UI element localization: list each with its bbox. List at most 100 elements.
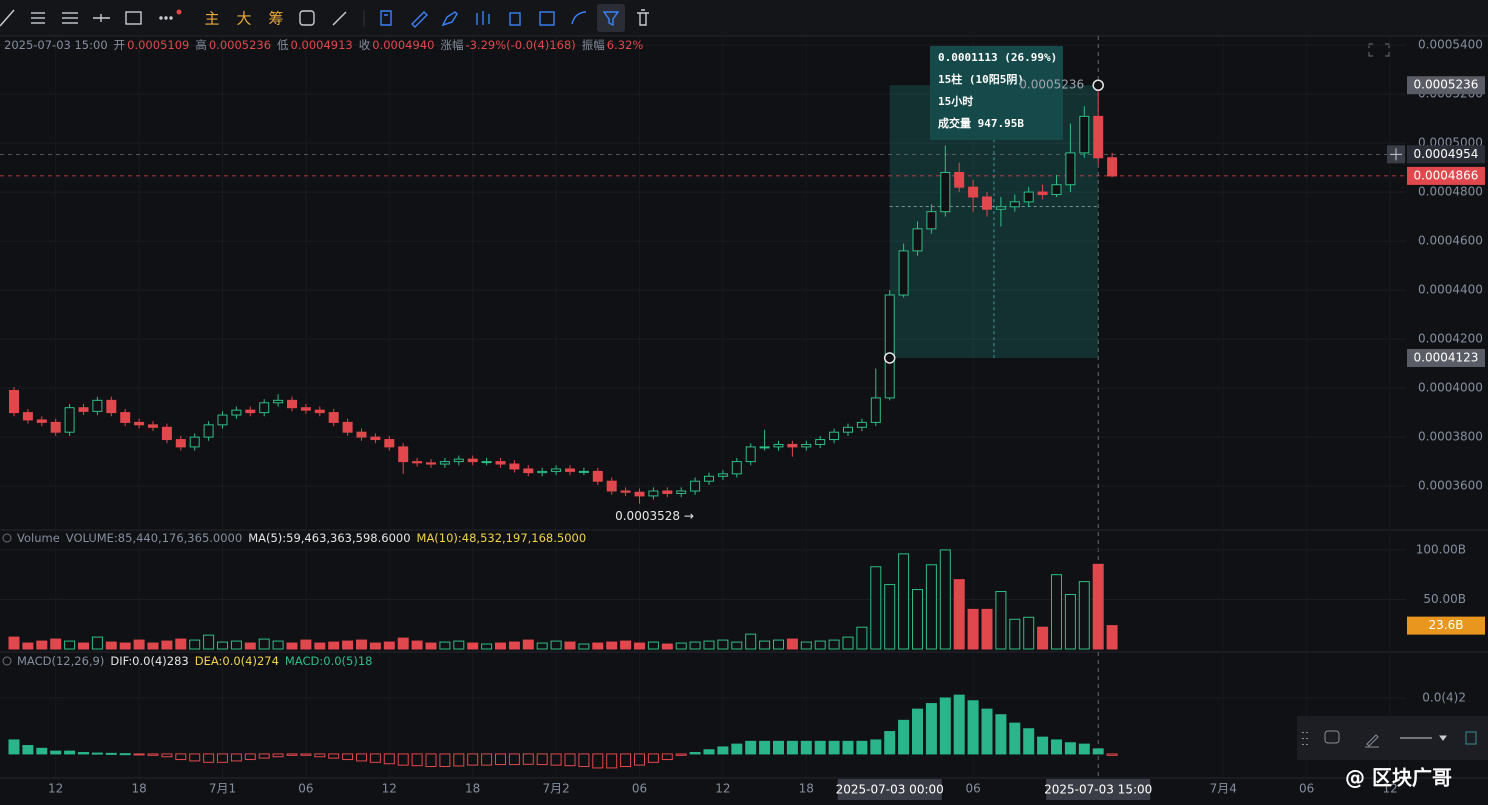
expand-icon[interactable] — [1368, 43, 1390, 57]
measure-start — [883, 352, 896, 364]
tool-magnet[interactable] — [571, 11, 587, 25]
bar — [481, 643, 493, 650]
bar — [1051, 574, 1062, 650]
bar — [314, 753, 326, 758]
bar — [203, 634, 215, 650]
bar — [731, 743, 743, 755]
info-bar: 2025-07-03 15:00 开 0.0005109 高 0.0005236 低 0.0… — [4, 38, 643, 52]
tool-delete[interactable] — [637, 9, 649, 26]
tool-brush[interactable] — [441, 11, 458, 27]
tool-pen[interactable] — [332, 11, 347, 26]
tool-hlines[interactable] — [31, 12, 45, 24]
pane-header-item: Volume — [17, 531, 60, 545]
tool-edit[interactable] — [539, 11, 555, 26]
candle-body — [870, 397, 881, 423]
bar — [230, 753, 242, 762]
bar — [703, 749, 715, 755]
bar — [689, 641, 701, 650]
candle-body — [537, 470, 548, 474]
bar — [258, 638, 270, 650]
bar — [731, 641, 743, 650]
toolbar-button[interactable]: 大 — [236, 10, 251, 28]
bar — [870, 739, 882, 755]
x-tick-label: 12 — [1382, 782, 1397, 796]
bar — [953, 694, 965, 755]
tool-note[interactable] — [380, 10, 392, 26]
x-tick-label: 18 — [799, 782, 814, 796]
candle-body — [328, 412, 339, 423]
bar — [258, 753, 270, 759]
bar — [91, 636, 103, 650]
bar — [105, 752, 117, 755]
y-tick-label: 0.0005400 — [1418, 38, 1483, 52]
pane-header-item: DEA:0.0(4)274 — [195, 654, 279, 668]
candle-body — [898, 250, 909, 296]
bar — [912, 589, 923, 650]
add-order-plus — [1390, 148, 1402, 161]
bt-visibility[interactable] — [1324, 730, 1340, 744]
bar — [620, 753, 632, 768]
tool-filter[interactable] — [602, 11, 620, 27]
bar — [1092, 748, 1104, 755]
bar — [981, 608, 993, 650]
tool-hline[interactable] — [93, 14, 110, 22]
bar — [411, 640, 423, 650]
tool-filter-active[interactable] — [597, 4, 625, 32]
bar — [342, 753, 354, 761]
toolbar-blue-icons[interactable] — [380, 10, 587, 28]
x-tick-label: 7月2 — [542, 782, 569, 796]
bt-line-style[interactable] — [1400, 735, 1447, 741]
tool-rect[interactable] — [125, 11, 142, 25]
candle-body — [634, 491, 645, 497]
bar — [912, 708, 923, 755]
drag-handle[interactable] — [1302, 732, 1308, 745]
bar — [272, 753, 284, 758]
price-tag-label: 0.0004123 — [1414, 350, 1479, 364]
bar — [217, 753, 228, 763]
candle-body — [954, 171, 965, 188]
bar — [328, 753, 340, 759]
toolbar — [0, 0, 1488, 36]
candle-body — [620, 490, 631, 493]
tool-candles[interactable] — [476, 11, 490, 25]
candle-body — [412, 461, 423, 464]
bar — [1106, 753, 1118, 756]
candle-body — [439, 461, 450, 465]
x-tick-label: 12 — [382, 782, 397, 796]
toolbar-button[interactable]: 主 — [204, 10, 219, 28]
info-label: 高 — [195, 38, 207, 52]
bar — [550, 753, 562, 766]
tool-channel[interactable] — [62, 12, 78, 24]
bar — [244, 753, 256, 761]
toolbar-button[interactable]: 筹 — [268, 10, 283, 28]
bar — [828, 740, 840, 755]
bar — [22, 745, 34, 755]
bar — [383, 753, 395, 765]
tool-replay[interactable] — [299, 10, 315, 26]
bar — [453, 753, 465, 767]
bar — [78, 642, 89, 650]
tool-lock[interactable] — [509, 12, 521, 26]
bar — [1037, 736, 1049, 755]
candle-body — [1051, 184, 1062, 196]
candle-body — [843, 426, 853, 433]
bar — [369, 642, 381, 650]
toolbar-icons[interactable] — [0, 9, 347, 27]
tool-ruler[interactable] — [411, 11, 428, 28]
bt-edit[interactable] — [1365, 734, 1379, 748]
volume-tag-label: 23.6B — [1429, 618, 1464, 632]
bottom-toolbar — [1297, 716, 1488, 760]
tool-line[interactable] — [0, 9, 15, 27]
candle-body — [509, 463, 520, 470]
candle-body — [1107, 157, 1118, 177]
volume-tag — [1407, 616, 1485, 635]
bar — [22, 642, 34, 650]
candle-body — [64, 407, 75, 433]
bar — [592, 642, 604, 650]
candle-body — [9, 390, 19, 414]
bar — [1023, 728, 1035, 755]
bt-layers[interactable] — [1465, 731, 1477, 745]
info-label: 低 — [277, 38, 289, 52]
tool-more[interactable] — [159, 16, 173, 20]
